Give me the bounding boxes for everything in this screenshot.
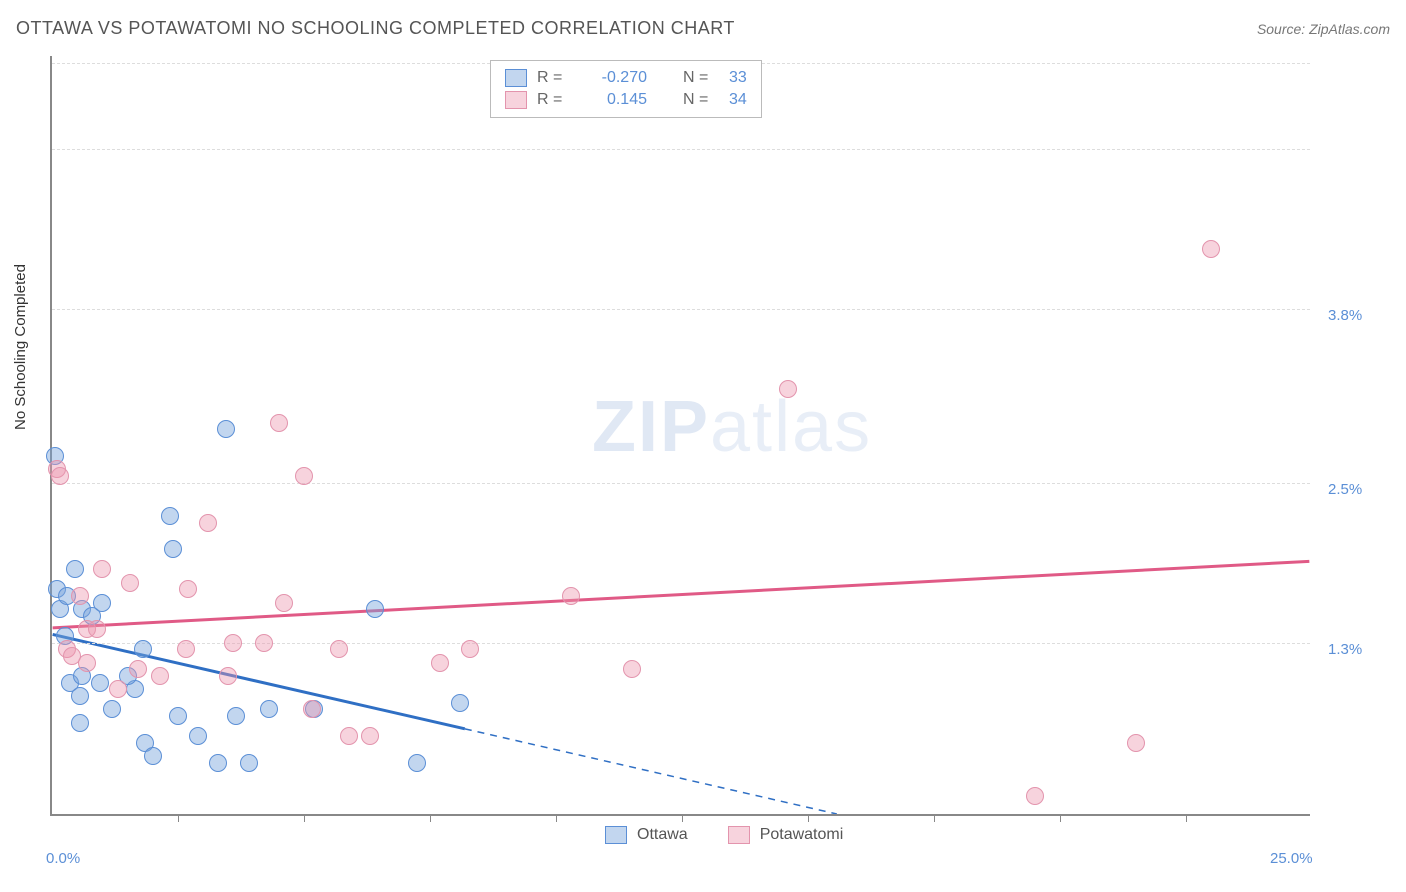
data-point [623, 660, 641, 678]
data-point [217, 420, 235, 438]
legend-item: Ottawa [605, 826, 688, 844]
data-point [151, 667, 169, 685]
data-point [224, 634, 242, 652]
data-point [91, 674, 109, 692]
data-point [179, 580, 197, 598]
data-point [121, 574, 139, 592]
data-point [88, 620, 106, 638]
trend-line [53, 561, 1310, 627]
data-point [408, 754, 426, 772]
data-point [129, 660, 147, 678]
data-point [270, 414, 288, 432]
data-point [255, 634, 273, 652]
legend-swatch [505, 69, 527, 87]
data-point [71, 714, 89, 732]
data-point [144, 747, 162, 765]
watermark-bold: ZIP [592, 387, 710, 467]
y-tick-label: 3.8% [1328, 307, 1362, 324]
data-point [275, 594, 293, 612]
data-point [164, 540, 182, 558]
legend-r-label: R = [537, 91, 573, 109]
data-point [109, 680, 127, 698]
data-point [199, 514, 217, 532]
data-point [71, 587, 89, 605]
legend-row: R = 0.145 N = 34 [505, 89, 747, 111]
x-tick-label: 0.0% [46, 850, 80, 867]
watermark-rest: atlas [710, 387, 872, 467]
data-point [227, 707, 245, 725]
data-point [219, 667, 237, 685]
legend-n-value: 33 [729, 69, 747, 87]
data-point [461, 640, 479, 658]
data-point [66, 560, 84, 578]
data-point [93, 560, 111, 578]
legend-series: Ottawa Potawatomi [605, 826, 843, 844]
legend-swatch [605, 826, 627, 844]
data-point [240, 754, 258, 772]
x-tick [430, 814, 431, 822]
x-tick [1186, 814, 1187, 822]
x-tick [808, 814, 809, 822]
x-tick [682, 814, 683, 822]
title-bar: OTTAWA VS POTAWATOMI NO SCHOOLING COMPLE… [16, 18, 1390, 39]
data-point [779, 380, 797, 398]
data-point [51, 467, 69, 485]
data-point [303, 700, 321, 718]
data-point [1026, 787, 1044, 805]
legend-correlation-box: R = -0.270 N = 33 R = 0.145 N = 34 [490, 60, 762, 118]
legend-swatch [505, 91, 527, 109]
data-point [340, 727, 358, 745]
data-point [134, 640, 152, 658]
data-point [78, 654, 96, 672]
x-tick [1060, 814, 1061, 822]
x-tick [556, 814, 557, 822]
data-point [295, 467, 313, 485]
x-tick [178, 814, 179, 822]
data-point [451, 694, 469, 712]
trend-line [465, 729, 837, 814]
x-tick [934, 814, 935, 822]
plot-area: ZIPatlas [50, 56, 1310, 816]
legend-swatch [728, 826, 750, 844]
y-tick-label: 1.3% [1328, 641, 1362, 658]
data-point [260, 700, 278, 718]
legend-r-label: R = [537, 69, 573, 87]
y-tick-label: 2.5% [1328, 481, 1362, 498]
watermark: ZIPatlas [592, 386, 872, 468]
data-point [209, 754, 227, 772]
data-point [431, 654, 449, 672]
data-point [103, 700, 121, 718]
data-point [71, 687, 89, 705]
data-point [93, 594, 111, 612]
legend-row: R = -0.270 N = 33 [505, 67, 747, 89]
legend-series-name: Ottawa [637, 826, 688, 844]
data-point [361, 727, 379, 745]
data-point [330, 640, 348, 658]
legend-n-label: N = [683, 69, 719, 87]
data-point [189, 727, 207, 745]
x-tick [304, 814, 305, 822]
data-point [177, 640, 195, 658]
gridline-h [52, 483, 1310, 484]
data-point [366, 600, 384, 618]
data-point [161, 507, 179, 525]
data-point [169, 707, 187, 725]
data-point [562, 587, 580, 605]
trend-lines-svg [52, 56, 1310, 814]
y-axis-title: No Schooling Completed [12, 264, 29, 430]
gridline-h [52, 149, 1310, 150]
source-label: Source: ZipAtlas.com [1257, 21, 1390, 37]
legend-n-value: 34 [729, 91, 747, 109]
gridline-h [52, 309, 1310, 310]
legend-item: Potawatomi [728, 826, 844, 844]
data-point [1202, 240, 1220, 258]
legend-series-name: Potawatomi [760, 826, 844, 844]
legend-r-value: -0.270 [583, 69, 647, 87]
legend-r-value: 0.145 [583, 91, 647, 109]
data-point [1127, 734, 1145, 752]
legend-n-label: N = [683, 91, 719, 109]
x-tick-label: 25.0% [1270, 850, 1313, 867]
chart-title: OTTAWA VS POTAWATOMI NO SCHOOLING COMPLE… [16, 18, 735, 39]
